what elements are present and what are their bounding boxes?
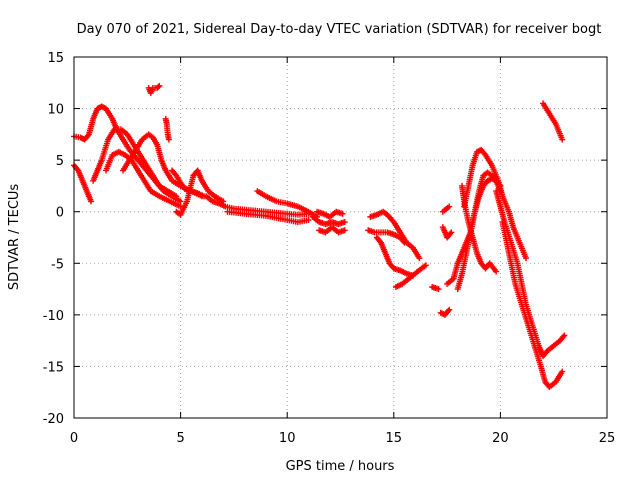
series-arc-30 <box>540 100 566 143</box>
series-arc-11 <box>224 208 312 226</box>
y-tick-label: -10 <box>43 309 64 324</box>
x-tick-label: 25 <box>599 431 616 446</box>
grid <box>74 57 607 418</box>
data-point <box>84 132 91 139</box>
series-arc-26 <box>459 182 500 275</box>
series-arc-20 <box>429 284 442 293</box>
data-point <box>422 262 429 269</box>
series-arc-29 <box>499 219 566 391</box>
data-point <box>155 83 162 90</box>
x-tick-label: 15 <box>386 431 403 446</box>
data-point <box>448 229 455 236</box>
series-arc-23 <box>439 224 455 241</box>
x-tick-label: 0 <box>70 431 78 446</box>
data-point <box>341 227 348 234</box>
data-point <box>435 286 442 293</box>
series-arc-9 <box>173 167 227 218</box>
x-tick-label: 5 <box>176 431 184 446</box>
x-tick-label: 10 <box>279 431 296 446</box>
data-point <box>447 230 454 237</box>
series-arc-12 <box>254 188 321 220</box>
axis-ticks <box>73 56 608 419</box>
series-arc-15 <box>316 224 348 236</box>
data-point <box>446 306 453 313</box>
y-axis-label: SDTVAR / TECUs <box>7 184 22 291</box>
series-arc-7 <box>162 115 172 143</box>
data-point <box>339 210 346 217</box>
data-point <box>561 332 568 339</box>
series-arc-17 <box>367 208 423 262</box>
tick-labels: 0 5 10 15 20 25 -20 -15 -10 -5 0 5 10 15 <box>43 51 616 446</box>
data-point <box>156 82 163 89</box>
data-point <box>416 255 423 262</box>
data-point <box>481 150 488 157</box>
data-point <box>173 193 180 200</box>
data-point <box>172 171 179 178</box>
data-point <box>493 268 500 275</box>
data-point <box>74 166 81 173</box>
data-point <box>522 255 529 262</box>
data-point <box>446 203 453 210</box>
data-point <box>559 368 566 375</box>
series-arc-18 <box>373 234 416 279</box>
y-tick-label: 15 <box>47 51 64 66</box>
data-points <box>71 82 568 391</box>
series-arc-6 <box>145 82 163 97</box>
data-point <box>165 136 172 143</box>
data-point <box>559 136 566 143</box>
y-tick-label: -20 <box>43 412 64 427</box>
series-arc-14 <box>314 208 346 220</box>
chart-title: Day 070 of 2021, Sidereal Day-to-day VTE… <box>77 22 602 37</box>
series-arc-28 <box>493 188 568 360</box>
data-point <box>88 198 95 205</box>
y-tick-label: 5 <box>56 154 64 169</box>
x-tick-label: 20 <box>492 431 509 446</box>
plot-frame <box>73 56 608 419</box>
y-tick-label: 0 <box>56 206 64 221</box>
series-arc-21 <box>437 306 453 318</box>
series-arc-13 <box>309 213 348 228</box>
data-point <box>177 198 184 205</box>
y-tick-label: -5 <box>51 257 64 272</box>
data-point <box>341 219 348 226</box>
x-axis-label: GPS time / hours <box>286 459 395 474</box>
series-arc-3 <box>90 126 180 200</box>
data-point <box>305 216 312 223</box>
series-arc-27 <box>461 146 529 262</box>
y-tick-label: 10 <box>47 103 64 118</box>
data-point <box>445 307 452 314</box>
data-point <box>560 333 567 340</box>
y-tick-label: -15 <box>43 360 64 375</box>
series-arc-24 <box>439 203 453 215</box>
series-arc-19 <box>392 262 429 291</box>
data-point <box>376 238 383 245</box>
